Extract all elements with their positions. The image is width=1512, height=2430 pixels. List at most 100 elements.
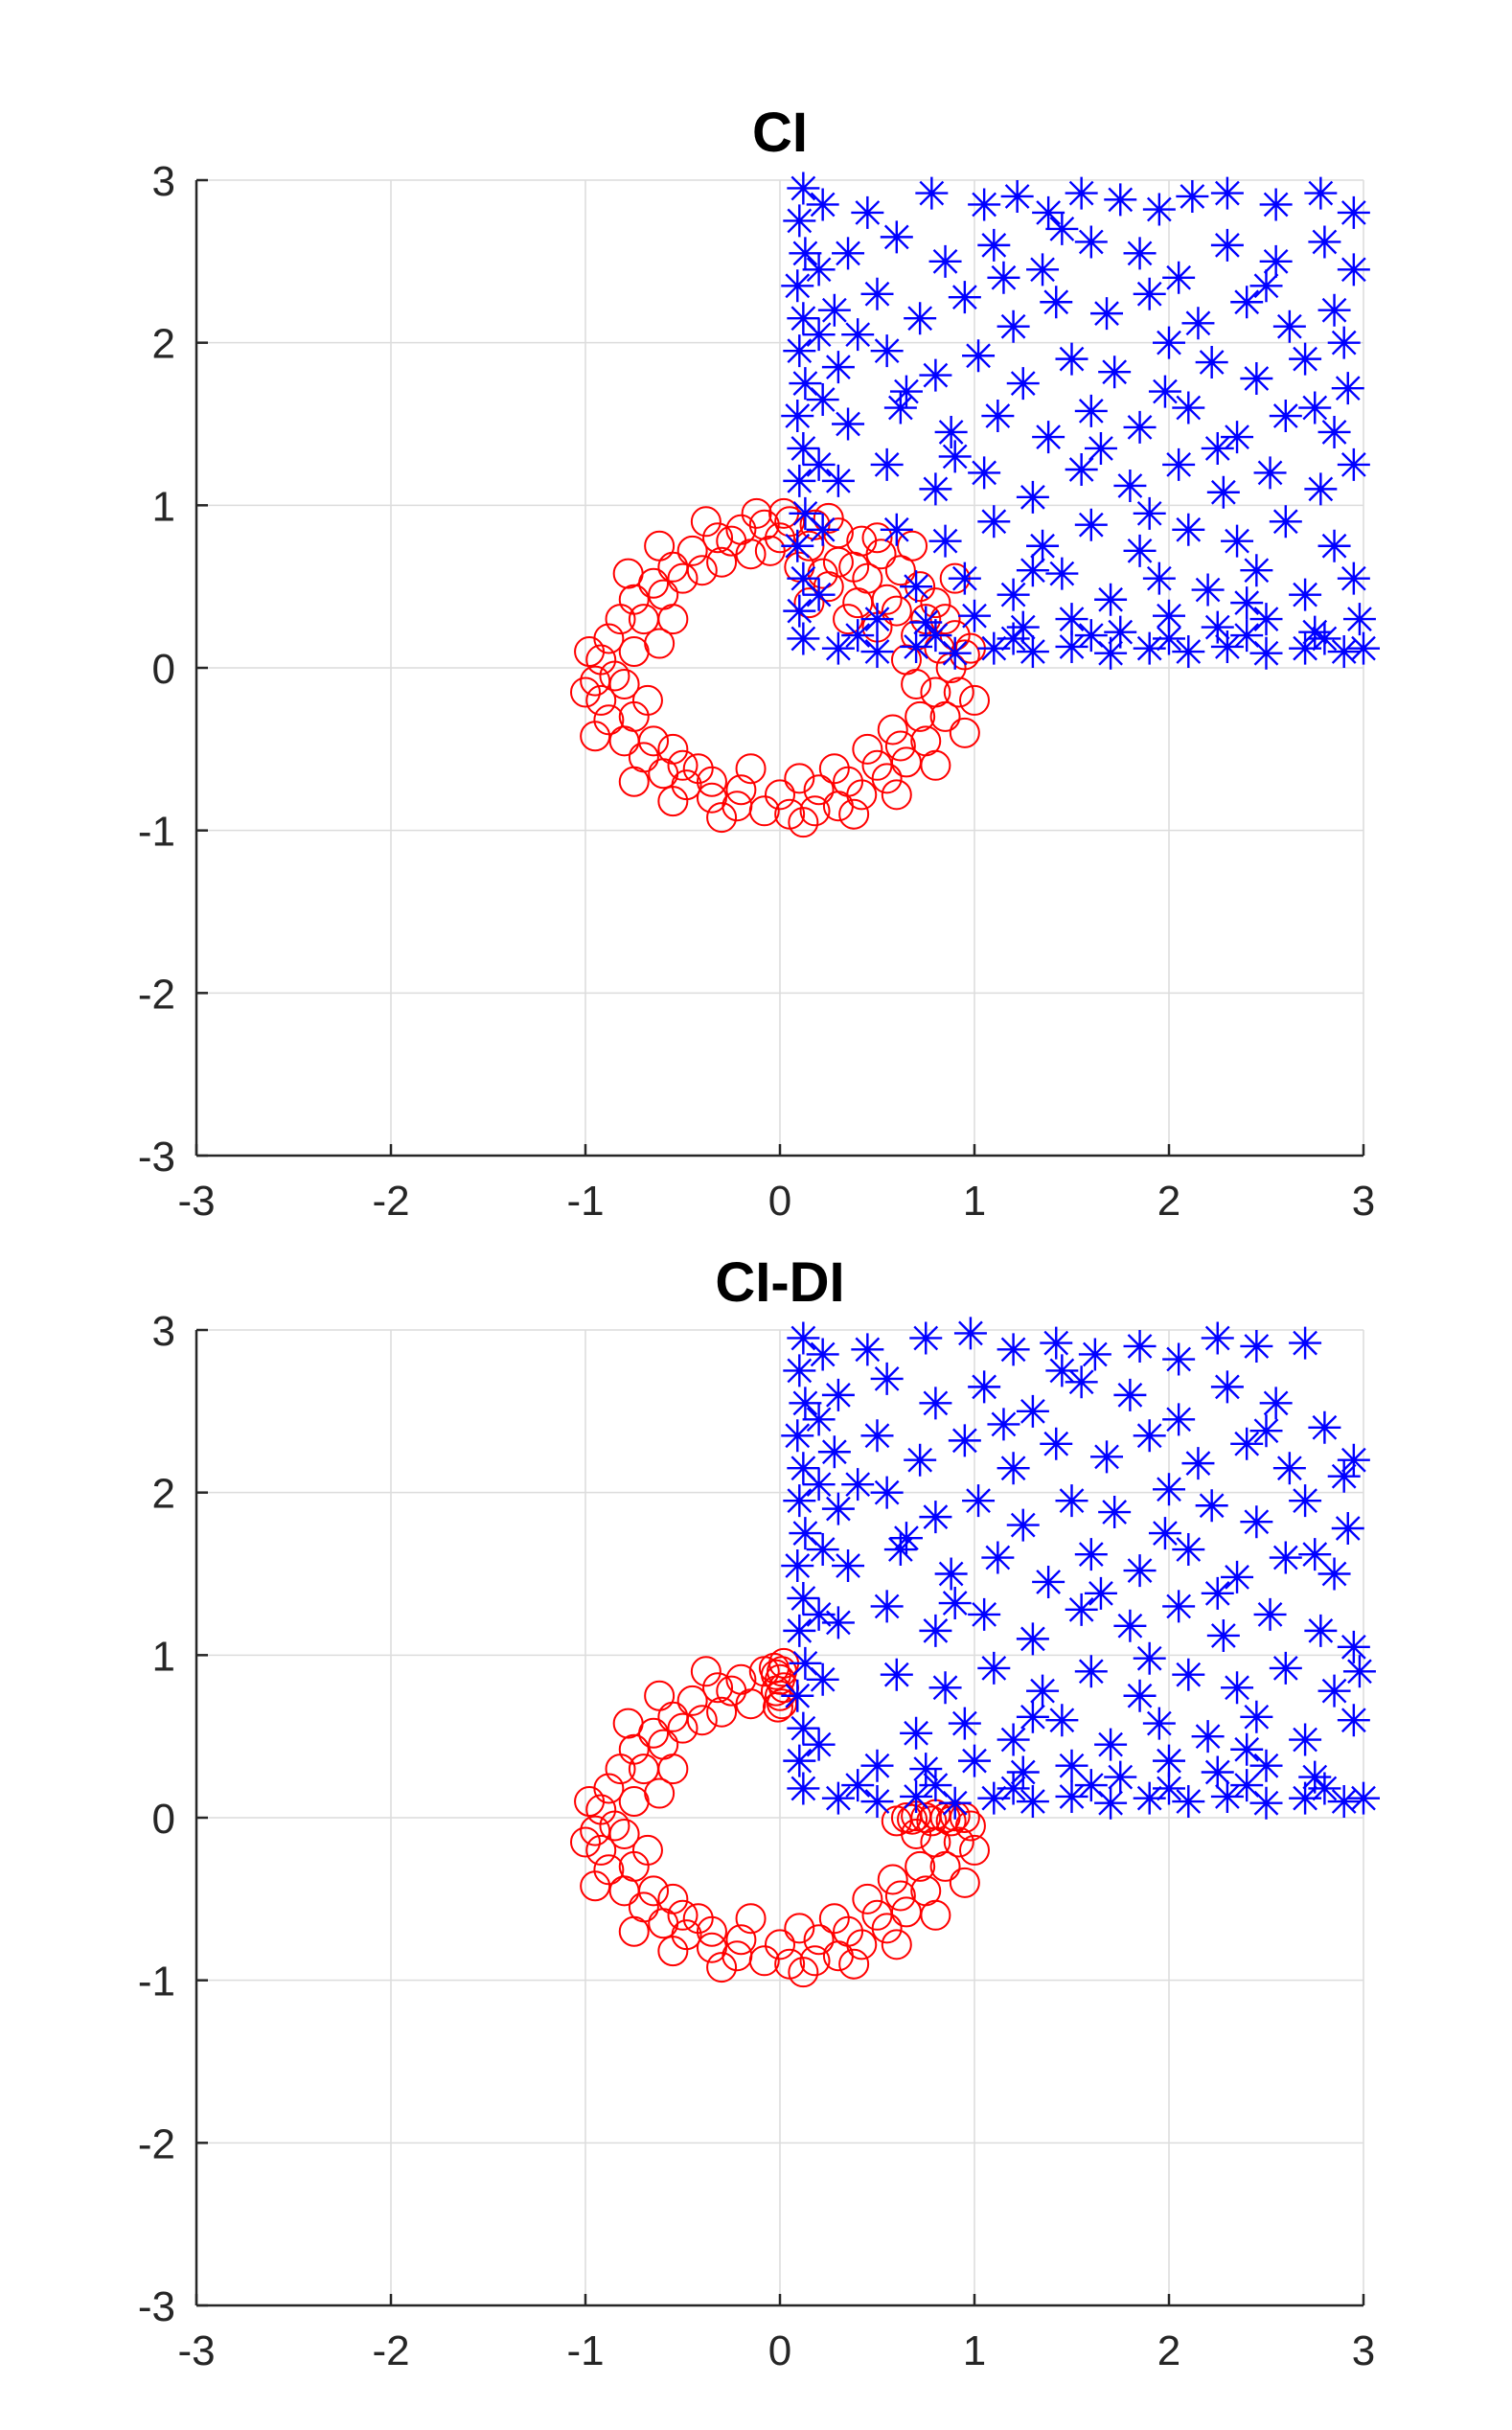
circle-point bbox=[762, 1691, 793, 1723]
circle-point bbox=[838, 551, 870, 583]
star-point bbox=[787, 1321, 820, 1355]
star-point bbox=[1253, 456, 1287, 490]
star-point bbox=[1074, 1655, 1108, 1688]
star-point bbox=[1230, 1769, 1264, 1802]
star-point bbox=[1006, 1508, 1040, 1542]
star-point bbox=[1133, 277, 1166, 310]
star-point bbox=[841, 619, 875, 653]
star-point bbox=[1206, 475, 1240, 509]
star-point bbox=[1337, 195, 1370, 229]
star-point bbox=[981, 400, 1015, 433]
circle-point bbox=[897, 530, 928, 562]
star-point bbox=[1016, 1700, 1049, 1733]
star-point bbox=[1289, 342, 1322, 376]
star-point bbox=[1172, 513, 1205, 546]
star-point bbox=[997, 622, 1030, 655]
star-point bbox=[1201, 610, 1234, 644]
y-tick-label: -2 bbox=[138, 2121, 175, 2167]
circle-point bbox=[959, 1834, 990, 1866]
star-point bbox=[821, 1492, 855, 1525]
circle-point bbox=[570, 1826, 601, 1858]
circle-point bbox=[638, 1875, 670, 1907]
circle-point bbox=[916, 1805, 948, 1837]
star-point bbox=[1133, 1641, 1166, 1675]
star-point bbox=[870, 1590, 904, 1623]
star-point bbox=[962, 1484, 996, 1518]
star-point bbox=[1040, 1326, 1073, 1360]
star-point bbox=[841, 318, 875, 352]
star-point bbox=[1148, 1517, 1181, 1550]
circle-point bbox=[676, 535, 708, 566]
star-point bbox=[806, 513, 839, 546]
star-point bbox=[1142, 193, 1176, 226]
star-point bbox=[781, 269, 814, 303]
star-point bbox=[1142, 1707, 1176, 1740]
star-point bbox=[1153, 1744, 1185, 1777]
star-point bbox=[1298, 615, 1332, 649]
star-point bbox=[1289, 1723, 1322, 1756]
star-point bbox=[851, 195, 884, 229]
star-point bbox=[900, 630, 933, 663]
star-point bbox=[860, 1419, 894, 1453]
star-point bbox=[1133, 1781, 1166, 1815]
star-point bbox=[860, 1785, 894, 1819]
star-point bbox=[817, 1435, 851, 1469]
x-tick-label: 2 bbox=[1157, 1178, 1180, 1225]
star-point bbox=[1133, 631, 1166, 665]
star-point bbox=[938, 1786, 972, 1820]
circle-point bbox=[748, 795, 780, 827]
star-point bbox=[1210, 630, 1244, 663]
star-point bbox=[909, 606, 943, 639]
star-point bbox=[783, 1354, 816, 1387]
star-point bbox=[1055, 630, 1088, 663]
circle-point bbox=[884, 1880, 916, 1912]
star-point bbox=[783, 594, 816, 628]
star-point bbox=[1230, 1427, 1264, 1460]
star-point bbox=[1201, 1321, 1234, 1355]
star-point bbox=[968, 1597, 1001, 1631]
star-point bbox=[1055, 342, 1088, 376]
star-point bbox=[880, 513, 913, 546]
star-point bbox=[1269, 400, 1302, 433]
star-point bbox=[997, 1723, 1030, 1756]
star-point bbox=[1065, 176, 1098, 210]
star-point bbox=[1337, 1704, 1370, 1737]
circle-point bbox=[803, 774, 835, 806]
star-point bbox=[1176, 179, 1209, 213]
star-point bbox=[860, 1749, 894, 1782]
circle-point bbox=[758, 1652, 790, 1684]
circle-point bbox=[920, 587, 951, 619]
circle-point bbox=[725, 774, 757, 806]
star-point bbox=[1123, 1329, 1157, 1363]
star-point bbox=[1016, 1394, 1049, 1428]
star-point bbox=[1040, 1427, 1073, 1460]
star-point bbox=[1162, 1342, 1196, 1376]
star-point bbox=[1317, 1557, 1351, 1591]
y-tick-label: 1 bbox=[152, 1633, 175, 1680]
circle-point bbox=[793, 587, 825, 619]
star-point bbox=[1153, 599, 1185, 632]
star-point bbox=[1210, 1370, 1244, 1404]
star-point bbox=[1026, 1674, 1060, 1708]
star-point bbox=[1133, 496, 1166, 530]
star-point bbox=[802, 1597, 836, 1631]
star-point bbox=[821, 1781, 855, 1815]
star-point bbox=[1221, 421, 1254, 454]
plot-title: CI bbox=[752, 102, 808, 164]
star-point bbox=[1317, 1674, 1351, 1708]
circle-point bbox=[631, 684, 663, 716]
circle-point bbox=[657, 604, 689, 635]
circle-point bbox=[735, 753, 767, 785]
star-point bbox=[883, 1533, 917, 1567]
star-point bbox=[883, 391, 917, 424]
star-point bbox=[928, 1671, 962, 1705]
star-point bbox=[851, 1333, 884, 1366]
star-point bbox=[948, 1424, 981, 1457]
star-point bbox=[1133, 1419, 1166, 1453]
star-point bbox=[1084, 431, 1117, 465]
star-point bbox=[870, 1476, 904, 1509]
star-point bbox=[977, 1651, 1011, 1685]
star-point bbox=[781, 529, 814, 562]
star-point bbox=[832, 407, 865, 441]
star-point bbox=[1269, 1651, 1302, 1685]
